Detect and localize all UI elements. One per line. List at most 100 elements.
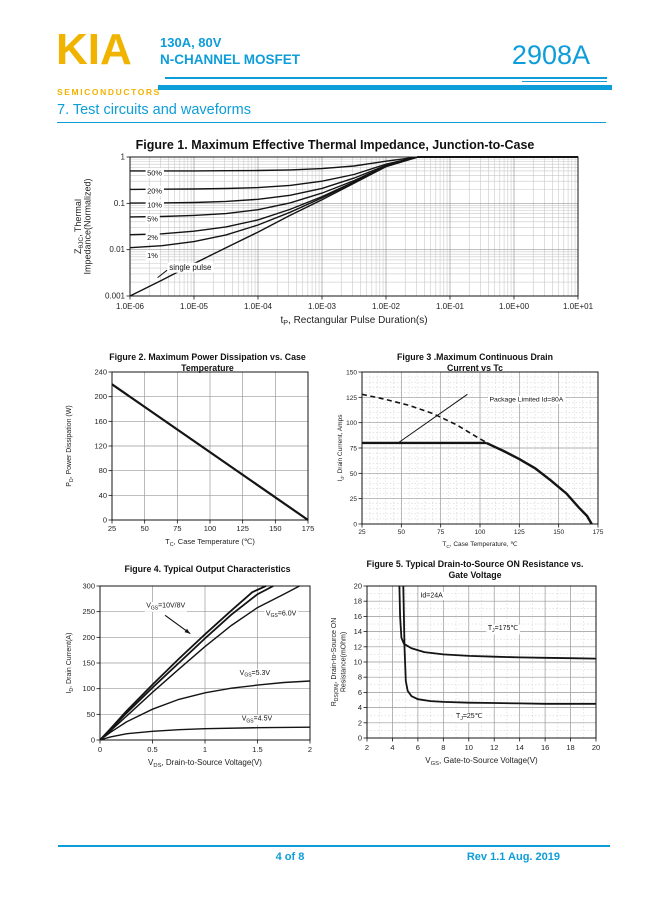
svg-text:Impedance(Normalized): Impedance(Normalized) [83,178,93,274]
svg-text:125: 125 [346,395,357,402]
figure1-title: Figure 1. Maximum Effective Thermal Impe… [135,138,535,152]
svg-text:100: 100 [346,420,357,427]
svg-text:80: 80 [99,466,107,475]
svg-text:0.5: 0.5 [147,745,157,754]
svg-text:Resistance(mOhm): Resistance(mOhm) [341,632,348,692]
svg-text:160: 160 [94,417,107,426]
svg-text:0: 0 [353,522,357,529]
svg-text:VGS=6.0V: VGS=6.0V [266,610,297,619]
svg-text:VDS, Drain-to-Source Voltage(V: VDS, Drain-to-Source Voltage(V) [148,758,262,769]
footer-rule [58,845,610,847]
device-type: N-CHANNEL MOSFET [160,52,300,67]
svg-text:18: 18 [354,597,362,606]
svg-text:25: 25 [108,524,116,533]
svg-text:2: 2 [365,743,369,752]
svg-text:2: 2 [358,718,362,727]
svg-text:14: 14 [354,627,362,636]
figure4-chart: 0 0.5 1 1.5 2 0 50 100 150 200 250 300 VDS, Drain-to… [66,582,312,769]
svg-text:1: 1 [121,153,126,162]
svg-text:20: 20 [354,582,362,591]
svg-text:100: 100 [204,524,217,533]
svg-text:4: 4 [358,703,362,712]
svg-text:5%: 5% [147,215,158,224]
svg-text:50: 50 [140,524,148,533]
svg-text:250: 250 [82,607,95,616]
header-thin-rule [165,77,607,79]
svg-text:VGS, Gate-to-Source Voltage(V): VGS, Gate-to-Source Voltage(V) [425,756,538,767]
svg-text:0.1: 0.1 [114,199,126,208]
svg-text:1.0E-02: 1.0E-02 [372,302,401,311]
svg-text:VGS=4.5V: VGS=4.5V [242,715,273,724]
svg-text:1.0E-06: 1.0E-06 [116,302,145,311]
figure2-title: Figure 2. Maximum Power Dissipation vs. … [109,352,306,373]
svg-text:PD, Power Dissipation (W): PD, Power Dissipation (W) [66,405,75,486]
kia-logo: KIA [56,25,132,74]
svg-text:1.0E-04: 1.0E-04 [244,302,273,311]
svg-text:75: 75 [173,524,181,533]
svg-text:125: 125 [514,529,525,536]
svg-text:150: 150 [269,524,282,533]
svg-text:12: 12 [354,642,362,651]
svg-text:4: 4 [390,743,394,752]
svg-text:75: 75 [350,446,358,453]
svg-text:VGS=10V/8V: VGS=10V/8V [146,603,185,612]
header-thin-rule-step [522,81,607,82]
svg-text:1.0E-03: 1.0E-03 [308,302,337,311]
svg-text:20%: 20% [147,187,162,196]
svg-text:1.0E-05: 1.0E-05 [180,302,209,311]
svg-text:75: 75 [437,529,445,536]
svg-text:ID, Drain Current(A): ID, Drain Current(A) [66,633,75,694]
svg-text:240: 240 [94,369,107,377]
svg-text:2%: 2% [147,233,158,242]
svg-text:12: 12 [490,743,498,752]
svg-text:20: 20 [592,743,600,752]
svg-text:0: 0 [103,516,107,525]
svg-text:1.0E+01: 1.0E+01 [563,302,594,311]
figure1-chart: 1.0E-06 1.0E-05 1.0E-04 1.0E-03 1.0E-02 1.0E-… [73,153,594,327]
svg-text:175: 175 [593,529,604,536]
kia-logo-subtitle: SEMICONDUCTORS [57,87,161,97]
page-indicator: 4 of 8 [275,851,305,863]
svg-text:125: 125 [236,524,249,533]
svg-text:10: 10 [465,743,473,752]
svg-text:1.0E+00: 1.0E+00 [499,302,530,311]
part-rating: 130A, 80V [160,35,222,50]
svg-text:200: 200 [82,633,95,642]
svg-text:0.001: 0.001 [105,292,126,301]
svg-text:8: 8 [441,743,445,752]
section-title: 7. Test circuits and waveforms [57,102,251,118]
svg-text:6: 6 [416,743,420,752]
svg-text:18: 18 [566,743,574,752]
svg-text:Package Limited Id=80A: Package Limited Id=80A [489,396,563,403]
svg-text:2: 2 [308,745,312,754]
svg-text:175: 175 [302,524,315,533]
svg-text:16: 16 [541,743,549,752]
svg-text:50%: 50% [147,168,162,177]
svg-text:40: 40 [99,491,107,500]
svg-text:1.5: 1.5 [252,745,262,754]
figure5-title: Figure 5. Typical Drain-to-Source ON Res… [366,559,584,580]
svg-text:TC, Case Temperature (℃): TC, Case Temperature (℃) [165,537,255,548]
svg-text:Id, Drain Current, Amps: Id, Drain Current, Amps [337,414,345,482]
svg-text:10: 10 [354,658,362,667]
svg-text:0: 0 [98,745,102,754]
section-underline [57,122,606,124]
svg-text:TJ=175℃: TJ=175℃ [488,625,519,634]
svg-text:150: 150 [553,529,564,536]
svg-text:50: 50 [87,710,95,719]
svg-text:14: 14 [515,743,523,752]
svg-text:TJ=25℃: TJ=25℃ [456,713,483,722]
svg-text:25: 25 [350,496,358,503]
svg-text:16: 16 [354,612,362,621]
header-thick-rule [158,85,612,90]
svg-text:25: 25 [358,529,366,536]
svg-text:0: 0 [358,734,362,743]
part-number: 2908A [511,40,590,70]
svg-text:100: 100 [475,529,486,536]
svg-text:ZθJC, Thermal: ZθJC, Thermal [73,199,85,254]
svg-text:single pulse: single pulse [169,263,212,272]
svg-text:100: 100 [82,684,95,693]
svg-text:1.0E-01: 1.0E-01 [436,302,465,311]
